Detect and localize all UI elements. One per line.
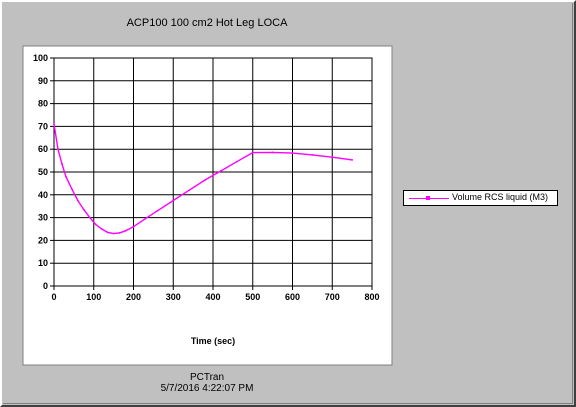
series-point: [331, 156, 334, 159]
x-tick-label: 200: [126, 292, 141, 302]
x-tick-label: 500: [245, 292, 260, 302]
legend-marker: [426, 196, 430, 200]
window-inner-frame: [3, 3, 573, 404]
footer-timestamp: 5/7/2016 4:22:07 PM: [160, 383, 254, 394]
y-tick-label: 50: [38, 167, 48, 177]
x-tick-label: 400: [205, 292, 220, 302]
grid-layer: [50, 57, 373, 290]
series-point: [82, 208, 85, 211]
x-tick-label: 600: [285, 292, 300, 302]
series-point: [188, 189, 191, 192]
series-point: [76, 199, 79, 202]
y-tick-label: 40: [38, 190, 48, 200]
x-tick-label: 300: [166, 292, 181, 302]
series-point: [53, 123, 55, 126]
y-tick-label: 20: [38, 235, 48, 245]
series-point: [112, 232, 115, 235]
x-tick-label: 0: [51, 292, 56, 302]
series-point: [88, 216, 91, 219]
series-point: [118, 231, 121, 234]
y-tick-labels: 0 10 20 30 40 50 60 70 80 90 100: [33, 53, 48, 291]
y-tick-label: 60: [38, 144, 48, 154]
series-point: [156, 209, 159, 212]
series-point: [291, 152, 294, 154]
series-point: [61, 163, 63, 165]
y-tick-label: 10: [38, 258, 48, 268]
series-layer: [53, 123, 354, 235]
y-tick-label: 70: [38, 121, 48, 131]
legend-label: Volume RCS liquid (M3): [452, 192, 549, 202]
series-point: [124, 229, 127, 232]
y-tick-label: 100: [33, 53, 48, 63]
x-axis-label: Time (sec): [191, 336, 235, 346]
series-point: [172, 199, 175, 202]
series-point: [351, 159, 354, 161]
y-tick-label: 80: [38, 99, 48, 109]
series-point: [251, 151, 254, 154]
series-point: [220, 169, 222, 172]
series-point: [311, 154, 314, 156]
plot-background: [22, 45, 393, 366]
y-tick-label: 30: [38, 213, 48, 223]
x-tick-labels: 0 100 200 300 400 500 600 700 800: [51, 292, 379, 302]
y-tick-label: 90: [38, 76, 48, 86]
series-point: [144, 217, 147, 220]
series-point: [65, 175, 67, 178]
series-point: [235, 160, 238, 163]
series-line: [53, 123, 353, 235]
x-tick-label: 100: [86, 292, 101, 302]
series-point: [204, 179, 206, 181]
series-point: [132, 225, 135, 228]
series-point: [106, 231, 109, 234]
footer-app-name: PCTran: [189, 372, 225, 383]
x-tick-label: 700: [325, 292, 340, 302]
series-point: [271, 151, 274, 154]
series-point: [100, 228, 103, 230]
plot-border: [53, 57, 373, 287]
legend: Volume RCS liquid (M3): [403, 190, 558, 206]
series-point: [94, 223, 97, 226]
x-tick-label: 800: [364, 292, 379, 302]
series-point: [57, 148, 59, 151]
chart-title: ACP100 100 cm2 Hot Leg LOCA: [126, 17, 288, 29]
y-tick-label: 0: [43, 281, 48, 291]
series-point: [70, 188, 73, 191]
